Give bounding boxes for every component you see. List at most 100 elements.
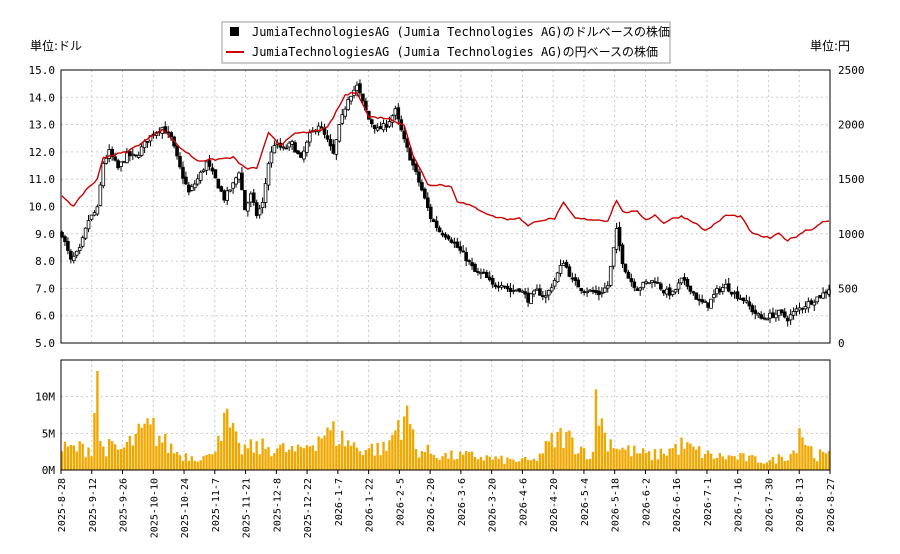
candle-body bbox=[192, 183, 197, 189]
candle-body bbox=[346, 99, 350, 111]
volume-bar bbox=[653, 449, 657, 470]
volume-bar bbox=[765, 462, 769, 470]
jpy-price-line-group bbox=[61, 91, 830, 242]
volume-bar bbox=[624, 449, 627, 470]
volume-bar bbox=[795, 453, 798, 470]
volume-bar bbox=[152, 417, 155, 470]
volume-bar bbox=[565, 431, 568, 470]
volume-bar bbox=[376, 442, 379, 470]
x-tick-label: 2026-6-2 bbox=[641, 478, 652, 526]
candle-body bbox=[234, 177, 238, 185]
candle-body bbox=[305, 141, 309, 153]
x-tick-label: 2026-3-6 bbox=[457, 478, 468, 526]
candle-body bbox=[555, 272, 560, 283]
candle-body bbox=[794, 308, 799, 312]
volume-bar bbox=[411, 429, 415, 470]
candle-body bbox=[479, 272, 483, 275]
candle-body bbox=[476, 271, 480, 273]
candle-body bbox=[414, 163, 418, 172]
candle-body bbox=[824, 291, 828, 294]
candle-body bbox=[709, 298, 713, 309]
candle-body bbox=[92, 212, 97, 216]
volume-bar bbox=[698, 446, 701, 470]
candle-body bbox=[83, 227, 88, 239]
candle-body bbox=[443, 234, 448, 238]
volume-bar bbox=[181, 460, 185, 470]
candle-body bbox=[89, 214, 94, 220]
volume-bar bbox=[110, 441, 114, 470]
candle-body bbox=[756, 313, 760, 316]
volume-bar bbox=[739, 453, 742, 470]
volume-bar bbox=[668, 448, 671, 470]
volume-bar bbox=[273, 452, 276, 470]
volume-bar bbox=[252, 452, 255, 470]
volume-bar bbox=[426, 444, 429, 470]
volume-bar bbox=[476, 459, 480, 470]
volume-bar bbox=[205, 455, 208, 470]
candle-body bbox=[723, 283, 728, 289]
volume-bar bbox=[99, 441, 102, 470]
volume-bar bbox=[385, 450, 388, 470]
volume-bar bbox=[621, 447, 624, 470]
volume-bar bbox=[161, 442, 164, 470]
volume-bar bbox=[344, 446, 347, 470]
candle-body bbox=[281, 146, 286, 149]
candle-body bbox=[405, 138, 409, 148]
volume-bar bbox=[467, 452, 471, 470]
candle-body bbox=[493, 284, 498, 287]
left-tick-label: 10.0 bbox=[29, 201, 56, 214]
volume-bar bbox=[279, 444, 282, 470]
volume-bar bbox=[352, 442, 356, 470]
candle-body bbox=[732, 292, 737, 295]
candle-body bbox=[800, 307, 805, 310]
candle-body bbox=[535, 288, 539, 291]
candle-body bbox=[626, 271, 631, 279]
candle-body bbox=[133, 154, 138, 157]
candle-body bbox=[195, 178, 200, 185]
volume-bar bbox=[742, 453, 745, 470]
candle-body bbox=[349, 95, 353, 102]
candle-body bbox=[293, 142, 297, 153]
candle-body bbox=[408, 147, 412, 161]
volume-bar bbox=[712, 458, 716, 470]
candle-body bbox=[644, 281, 648, 284]
candle-body bbox=[369, 119, 374, 125]
candle-body bbox=[74, 250, 79, 256]
candle-body bbox=[809, 300, 814, 305]
volume-panel-frame bbox=[60, 359, 831, 471]
volume-bar bbox=[662, 453, 665, 470]
volume-bar bbox=[438, 459, 441, 470]
volume-bar bbox=[512, 459, 515, 470]
volume-bar bbox=[199, 460, 202, 470]
right-tick-label: 1500 bbox=[838, 173, 865, 186]
candle-body bbox=[703, 301, 707, 303]
candle-body bbox=[617, 226, 622, 247]
candle-body bbox=[272, 145, 277, 154]
volume-bar bbox=[588, 458, 592, 470]
volume-bar bbox=[724, 459, 727, 470]
candle-body bbox=[423, 188, 427, 199]
volume-bar bbox=[243, 444, 247, 470]
x-tick-label: 2025-9-26 bbox=[119, 478, 130, 532]
volume-bar bbox=[234, 431, 238, 470]
volume-bar bbox=[538, 453, 542, 470]
volume-bar bbox=[585, 459, 589, 470]
candle-body bbox=[797, 307, 802, 311]
candle-body bbox=[697, 298, 701, 301]
candle-body bbox=[747, 301, 752, 307]
volume-bar bbox=[650, 460, 654, 470]
candle-body bbox=[284, 147, 288, 150]
volume-bar bbox=[529, 460, 533, 470]
volume-bar bbox=[78, 441, 81, 470]
candle-body bbox=[254, 202, 259, 217]
candle-body bbox=[771, 312, 775, 318]
candle-body bbox=[411, 158, 415, 166]
candle-body bbox=[632, 281, 637, 288]
volume-bar bbox=[689, 443, 692, 470]
volume-bar bbox=[125, 441, 129, 470]
candle-body bbox=[169, 132, 173, 138]
volume-bar bbox=[523, 456, 527, 470]
candle-body bbox=[384, 124, 389, 128]
volume-bar bbox=[285, 452, 288, 470]
volume-bar bbox=[96, 371, 99, 470]
